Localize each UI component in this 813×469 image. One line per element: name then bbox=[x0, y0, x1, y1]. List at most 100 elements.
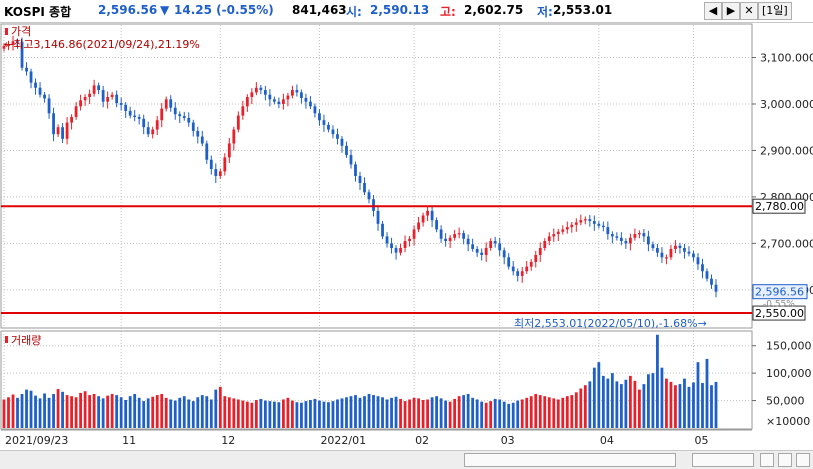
volume-bar bbox=[475, 399, 479, 428]
volume-bar bbox=[543, 396, 547, 428]
candle-body bbox=[205, 143, 209, 160]
price-tick-label: 3,100.000 bbox=[760, 52, 813, 65]
volume-bar bbox=[678, 384, 682, 428]
volume-bar bbox=[669, 381, 673, 428]
volume-bar bbox=[115, 395, 119, 428]
volume-bar bbox=[674, 385, 677, 428]
low-price: 2,553.01 bbox=[553, 3, 613, 17]
volume-bar bbox=[178, 397, 182, 428]
volume-bar bbox=[525, 397, 529, 428]
candle-body bbox=[628, 237, 632, 244]
date-tick-label: 04 bbox=[600, 434, 614, 447]
candle-body bbox=[97, 85, 101, 91]
candle-body bbox=[92, 85, 96, 94]
min-price-note: 최저2,553.01(2022/05/10),-1.68%→ bbox=[514, 317, 707, 330]
volume-bar bbox=[79, 392, 83, 428]
candle-body bbox=[250, 92, 254, 98]
candle-body bbox=[43, 94, 46, 99]
price-panel bbox=[0, 23, 753, 329]
candle-body bbox=[674, 245, 677, 249]
volume-bar bbox=[489, 401, 493, 428]
candle-body bbox=[182, 116, 186, 118]
candle-body bbox=[309, 101, 312, 107]
candle-body bbox=[83, 97, 87, 101]
candle-body bbox=[660, 252, 664, 258]
candle-body bbox=[408, 238, 411, 242]
candle-body bbox=[300, 92, 303, 98]
volume-bar bbox=[390, 397, 393, 428]
candle-body bbox=[259, 87, 263, 91]
volume-bar bbox=[358, 397, 362, 428]
candle-body bbox=[200, 136, 204, 144]
volume-bar bbox=[665, 378, 668, 428]
volume-bar bbox=[11, 394, 15, 428]
volume-bar bbox=[83, 391, 87, 428]
zoom-reset-icon[interactable] bbox=[796, 453, 810, 467]
candle-body bbox=[696, 257, 700, 265]
volume-bar bbox=[92, 393, 96, 428]
candle-body bbox=[529, 261, 533, 267]
candle-body bbox=[489, 241, 493, 249]
period-selector[interactable]: [1일] bbox=[758, 2, 792, 20]
volume-bar bbox=[453, 398, 457, 428]
candle-body bbox=[16, 41, 19, 43]
candle-body bbox=[385, 236, 389, 244]
volume-bar bbox=[160, 393, 164, 428]
volume-bar bbox=[471, 397, 475, 428]
date-tick-label: 12 bbox=[221, 434, 235, 447]
candle-body bbox=[624, 241, 628, 244]
volume-bar bbox=[254, 400, 258, 428]
candle-body bbox=[187, 117, 191, 123]
candle-body bbox=[417, 222, 420, 230]
zoom-slider[interactable] bbox=[692, 453, 754, 467]
change-tag: -0.55% bbox=[763, 300, 795, 310]
volume-bar bbox=[462, 395, 466, 428]
candle-body bbox=[466, 238, 470, 245]
candle-body bbox=[574, 222, 578, 225]
horizontal-scrollbar[interactable] bbox=[464, 453, 676, 467]
volume-bar bbox=[435, 396, 439, 428]
candle-body bbox=[507, 257, 511, 267]
candle-body bbox=[79, 100, 83, 107]
date-tick-label: 11 bbox=[122, 434, 136, 447]
volume-bar bbox=[692, 382, 695, 428]
candle-body bbox=[304, 97, 308, 102]
volume-bar bbox=[448, 401, 452, 428]
candle-body bbox=[164, 99, 168, 109]
volume-bar bbox=[430, 397, 434, 428]
candle-body bbox=[601, 225, 605, 228]
prev-button[interactable]: ◀ bbox=[704, 2, 722, 20]
candle-body bbox=[277, 101, 281, 104]
candle-body bbox=[692, 253, 695, 258]
candle-body bbox=[65, 122, 69, 139]
candle-body bbox=[345, 145, 348, 156]
volume-tick-label: 50,000 bbox=[766, 395, 805, 408]
volume-bar bbox=[349, 396, 353, 428]
candle-body bbox=[615, 236, 619, 238]
open-price: 2,590.13 bbox=[370, 3, 430, 17]
close-button[interactable]: ✕ bbox=[740, 2, 758, 20]
chart-header: KOSPI 종합 2,596.56 ▼ 14.25 (-0.55%) 841,4… bbox=[0, 0, 813, 23]
zoom-in-icon[interactable] bbox=[778, 453, 792, 467]
volume-bar bbox=[376, 396, 380, 428]
volume-bar bbox=[106, 395, 110, 428]
candle-body bbox=[209, 159, 213, 170]
date-tick-label: 2021/09/23 bbox=[5, 434, 68, 447]
next-button[interactable]: ▶ bbox=[722, 2, 740, 20]
candle-body bbox=[173, 107, 177, 115]
zoom-out-icon[interactable] bbox=[760, 453, 774, 467]
candle-body bbox=[390, 243, 393, 249]
volume-bar bbox=[20, 393, 24, 428]
volume-bar bbox=[466, 393, 470, 428]
volume-bar bbox=[637, 389, 641, 428]
volume-bar bbox=[399, 398, 402, 428]
candle-body bbox=[106, 97, 110, 102]
current-price-label: 2,596.56 bbox=[755, 286, 804, 299]
price-legend: 가격 bbox=[11, 25, 31, 38]
candle-body bbox=[11, 41, 15, 45]
bottom-toolbar bbox=[0, 450, 813, 469]
volume-bar bbox=[250, 402, 254, 428]
candle-body bbox=[155, 120, 159, 130]
candle-body bbox=[232, 129, 236, 144]
volume-bar bbox=[65, 395, 69, 428]
